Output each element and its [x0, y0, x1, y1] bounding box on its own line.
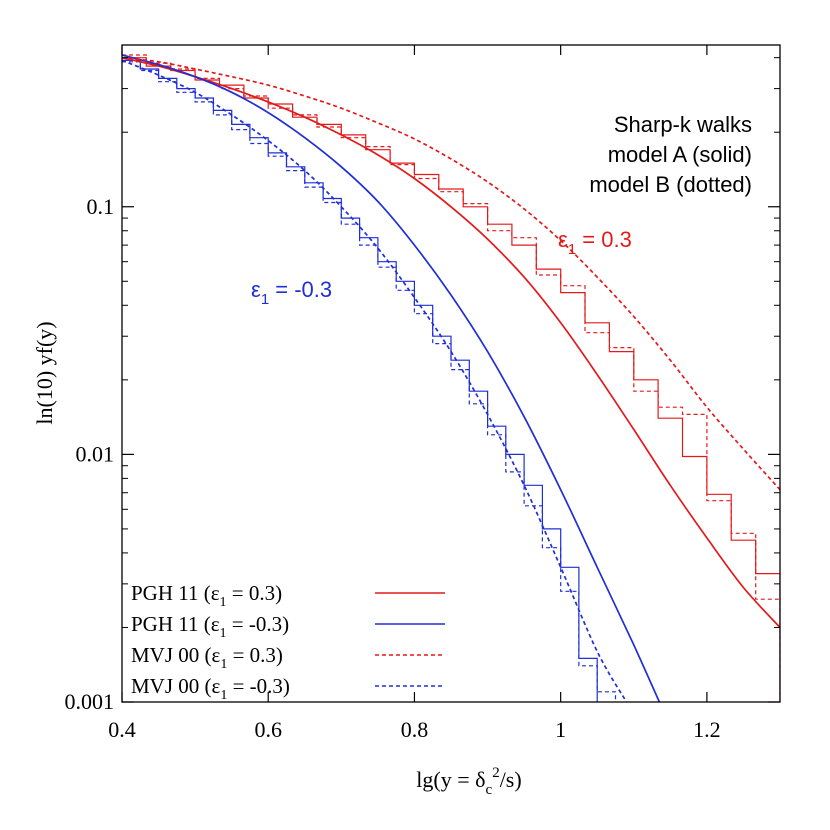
- tick-layer: 0.4 0.6 0.8 1 1.2 0.001 0.01 0.1: [65, 45, 780, 742]
- x-axis-label: lg(y = δc2/s): [416, 765, 521, 798]
- legend-label: PGH 11 (ε1 = 0.3): [131, 581, 282, 610]
- x-axis-label-main: lg(y = δ: [416, 767, 485, 792]
- series-line: [122, 56, 780, 629]
- legend-entry: PGH 11 (ε1 = 0.3): [131, 581, 445, 610]
- histogram-steps: [122, 54, 780, 702]
- series-line: [122, 56, 780, 491]
- histogram-steps: [122, 57, 780, 702]
- series-line: [122, 59, 628, 702]
- legend-entry: MVJ 00 (ε1 = 0.3): [131, 643, 445, 672]
- legend-label: MVJ 00 (ε1 = 0.3): [131, 643, 283, 672]
- histogram-layer: [122, 54, 780, 702]
- legend-label: PGH 11 (ε1 = -0.3): [131, 612, 289, 641]
- x-axis-label-sup: 2: [492, 765, 500, 781]
- y-tick-label: 0.1: [87, 194, 115, 219]
- series-line: [122, 54, 661, 702]
- plot-frame: [121, 44, 781, 703]
- note-line-2: model A (solid): [608, 142, 752, 167]
- x-tick-label: 1.2: [693, 717, 721, 742]
- x-tick-label: 0.8: [401, 717, 429, 742]
- legend-entry: PGH 11 (ε1 = -0.3): [131, 612, 445, 641]
- legend: PGH 11 (ε1 = 0.3) PGH 11 (ε1 = -0.3) MVJ…: [131, 581, 445, 703]
- legend-entry: MVJ 00 (ε1 = -0.3): [131, 674, 445, 703]
- curve-layer: [122, 54, 780, 702]
- x-tick-label: 0.6: [254, 717, 282, 742]
- note-line-3: model B (dotted): [589, 172, 752, 197]
- y-tick-label: 0.001: [65, 689, 115, 714]
- annotation-eps-pos: ε1 = 0.3: [558, 227, 632, 258]
- histogram-steps: [122, 61, 617, 702]
- note-line-1: Sharp-k walks: [614, 112, 752, 137]
- x-tick-label: 1: [555, 717, 566, 742]
- y-axis-label: ln(10) yf(y): [32, 321, 57, 424]
- x-tick-label: 0.4: [108, 717, 136, 742]
- annotation-eps-neg: ε1 = -0.3: [251, 277, 332, 308]
- x-axis-label-tail: /s): [500, 767, 522, 792]
- legend-label: MVJ 00 (ε1 = -0.3): [131, 674, 290, 703]
- x-axis-label-sub: c: [486, 782, 493, 798]
- y-tick-label: 0.01: [76, 441, 115, 466]
